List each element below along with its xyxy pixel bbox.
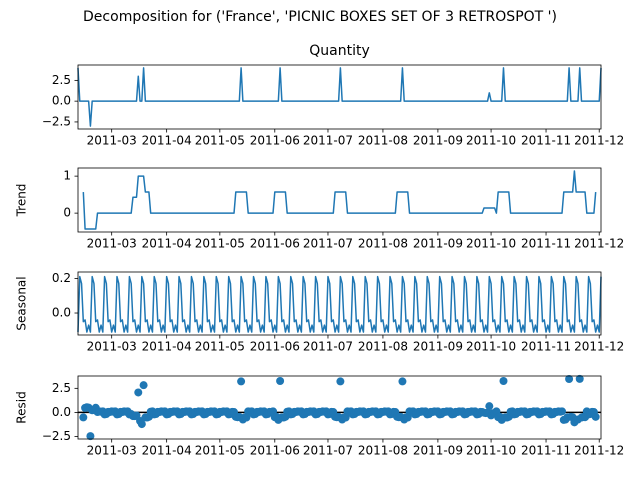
y-tick-label: 0.0 <box>52 306 71 320</box>
x-tick-label: 2011-10 <box>466 237 516 251</box>
panel: Seasonal 0.0 0.2 2011-03 2011-04 2011-05 2011-… <box>15 271 625 354</box>
resid-point <box>237 377 246 386</box>
x-tick-label: 2011-11 <box>521 340 571 354</box>
y-tick-label: 1 <box>63 169 71 183</box>
resid-point <box>86 432 95 441</box>
y-tick-label: 2.5 <box>52 73 71 87</box>
x-tick-label: 2011-05 <box>195 237 245 251</box>
resid-point <box>557 407 566 416</box>
resid-point <box>134 388 143 397</box>
resid-point <box>499 377 508 386</box>
resid-point <box>341 413 350 422</box>
resid-point <box>398 377 407 386</box>
x-tick-label: 2011-10 <box>466 444 516 458</box>
x-tick-label: 2011-06 <box>250 444 300 458</box>
data-line <box>82 170 597 230</box>
resid-point <box>403 413 412 422</box>
x-tick-label: 2011-09 <box>413 134 463 148</box>
x-tick-label: 2011-08 <box>358 134 408 148</box>
data-line <box>77 275 602 333</box>
panel: Resid −2.5 0.0 2.5 2011-03 2011-04 2011-05 2011… <box>15 374 624 458</box>
figure-title: Decomposition for ('France', 'PICNIC BOX… <box>83 9 557 25</box>
resid-point <box>575 374 584 383</box>
x-tick-label: 2011-07 <box>303 237 353 251</box>
x-tick-label: 2011-04 <box>142 444 192 458</box>
x-tick-label: 2011-12 <box>574 444 624 458</box>
x-tick-label: 2011-12 <box>574 134 624 148</box>
x-tick-label: 2011-04 <box>142 340 192 354</box>
x-tick-label: 2011-07 <box>303 444 353 458</box>
panel: Quantity −2.5 0.0 2.5 2011-03 2011-04 2011-05 2… <box>42 43 624 148</box>
x-tick-label: 2011-05 <box>195 134 245 148</box>
x-tick-label: 2011-06 <box>250 340 300 354</box>
x-tick-label: 2011-03 <box>87 237 137 251</box>
x-tick-label: 2011-08 <box>358 444 408 458</box>
resid-point <box>242 413 251 422</box>
x-tick-label: 2011-12 <box>574 237 624 251</box>
x-tick-label: 2011-04 <box>142 134 192 148</box>
x-tick-label: 2011-11 <box>521 134 571 148</box>
resid-point <box>139 381 148 390</box>
y-tick-label: 0.0 <box>52 94 71 108</box>
x-tick-label: 2011-07 <box>303 340 353 354</box>
resid-point <box>79 413 88 422</box>
resid-point <box>485 402 494 411</box>
x-tick-label: 2011-07 <box>303 134 353 148</box>
x-tick-label: 2011-03 <box>87 444 137 458</box>
x-tick-label: 2011-09 <box>413 340 463 354</box>
data-line <box>77 67 602 127</box>
x-tick-label: 2011-11 <box>521 444 571 458</box>
x-tick-label: 2011-04 <box>142 237 192 251</box>
axes-frame <box>77 375 602 440</box>
y-tick-label: −2.5 <box>42 429 71 443</box>
x-tick-label: 2011-08 <box>358 340 408 354</box>
x-tick-label: 2011-05 <box>195 444 245 458</box>
x-tick-label: 2011-10 <box>466 134 516 148</box>
x-tick-label: 2011-11 <box>521 237 571 251</box>
y-tick-label: 0 <box>63 206 71 220</box>
x-tick-label: 2011-08 <box>358 237 408 251</box>
x-tick-label: 2011-09 <box>413 444 463 458</box>
y-tick-label: −2.5 <box>42 114 71 128</box>
x-tick-label: 2011-03 <box>87 134 137 148</box>
axes-frame <box>77 271 602 336</box>
x-tick-label: 2011-05 <box>195 340 245 354</box>
resid-point <box>137 420 146 429</box>
x-tick-label: 2011-10 <box>466 340 516 354</box>
resid-point <box>336 377 345 386</box>
x-tick-label: 2011-09 <box>413 237 463 251</box>
y-tick-label: 2.5 <box>52 381 71 395</box>
y-tick-label: 0.2 <box>52 271 71 285</box>
y-axis-label: Resid <box>15 391 29 423</box>
axes-frame <box>77 64 602 130</box>
axes-frame <box>77 167 602 233</box>
x-tick-label: 2011-03 <box>87 340 137 354</box>
y-tick-label: 0.0 <box>52 405 71 419</box>
resid-point <box>276 377 285 386</box>
x-tick-label: 2011-06 <box>250 134 300 148</box>
panel-title: Quantity <box>309 43 370 59</box>
resid-point <box>565 374 574 383</box>
x-tick-label: 2011-06 <box>250 237 300 251</box>
x-tick-label: 2011-12 <box>574 340 624 354</box>
resid-point <box>591 412 600 421</box>
y-axis-label: Seasonal <box>15 276 29 330</box>
y-axis-label: Trend <box>15 184 29 218</box>
